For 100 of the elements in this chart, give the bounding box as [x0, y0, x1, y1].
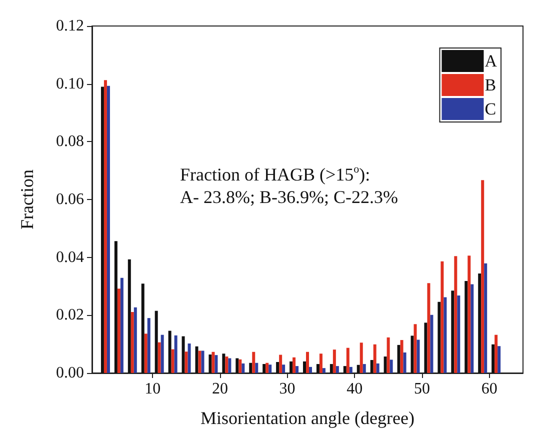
bar	[427, 283, 430, 373]
bar	[184, 352, 188, 373]
bar	[440, 261, 444, 373]
bar	[494, 334, 498, 373]
bar	[416, 340, 420, 373]
bar	[214, 355, 218, 373]
bar	[373, 344, 376, 373]
bar	[468, 256, 471, 373]
bar	[296, 366, 299, 373]
y-tick-label: 0.04	[56, 248, 84, 266]
bar	[464, 281, 468, 373]
bar	[128, 259, 131, 373]
bar	[158, 342, 161, 373]
y-tick-label: 0.08	[56, 133, 84, 150]
bar	[238, 359, 242, 373]
bar	[201, 350, 204, 373]
bar	[171, 349, 174, 373]
x-tick-label: 20	[212, 380, 228, 398]
bar	[242, 363, 245, 373]
bar	[134, 307, 137, 373]
bar	[384, 356, 387, 373]
bar	[397, 344, 400, 373]
bar	[484, 263, 488, 373]
x-tick-label: 30	[279, 380, 296, 398]
bar	[266, 362, 269, 373]
bar	[332, 350, 336, 373]
bar	[424, 322, 428, 373]
bar	[319, 354, 322, 373]
bar	[370, 360, 374, 373]
bar	[376, 363, 380, 373]
legend-label: B	[484, 76, 496, 94]
bar	[147, 318, 150, 373]
bar	[438, 302, 441, 373]
y-tick-label: 0.10	[56, 75, 84, 92]
bar	[160, 334, 164, 373]
y-tick-label: 0.00	[56, 364, 84, 382]
bar	[444, 297, 447, 373]
bar	[255, 362, 258, 373]
bar	[360, 342, 363, 373]
bar	[141, 284, 144, 373]
y-axis-title: Fraction	[17, 170, 37, 230]
bar	[349, 366, 352, 373]
bar	[154, 310, 158, 373]
annotation: A- 23.8%; B-36.9%; C-22.3%	[180, 187, 398, 207]
bar	[292, 357, 296, 373]
bar	[481, 180, 484, 373]
bar	[386, 337, 390, 373]
x-tick-label: 60	[481, 380, 498, 398]
bar	[322, 368, 326, 373]
bar	[346, 348, 350, 373]
bar	[106, 86, 110, 373]
bar	[120, 278, 124, 373]
bar	[144, 334, 148, 373]
bar	[457, 296, 460, 373]
bar	[400, 340, 404, 373]
bar	[498, 346, 501, 373]
bar	[182, 336, 185, 373]
bar	[306, 352, 309, 373]
bar	[343, 366, 346, 373]
bar	[470, 284, 474, 373]
bar	[303, 361, 306, 373]
y-tick-label: 0.02	[56, 306, 84, 324]
x-tick-label: 40	[346, 380, 363, 398]
legend-label: A	[484, 52, 498, 70]
y-tick-label: 0.06	[56, 191, 84, 208]
bar	[130, 312, 134, 373]
bar	[249, 362, 252, 373]
bar	[212, 352, 215, 373]
bar	[262, 364, 266, 373]
bar	[174, 335, 178, 373]
bar	[290, 361, 293, 373]
bar	[336, 366, 339, 373]
bar	[222, 354, 226, 373]
bar	[268, 364, 272, 373]
bar	[225, 356, 228, 373]
bar	[188, 344, 191, 373]
bar	[430, 314, 434, 373]
bar	[451, 290, 454, 373]
bar	[478, 274, 482, 373]
x-tick-label: 10	[144, 380, 161, 398]
x-tick-label: 50	[414, 380, 430, 398]
bar	[316, 364, 320, 373]
bar	[309, 366, 312, 373]
bar	[390, 360, 393, 373]
bar	[356, 364, 360, 373]
bar	[454, 256, 458, 373]
bar	[114, 241, 118, 373]
bar	[330, 364, 333, 373]
bar	[252, 352, 256, 373]
bar	[414, 324, 417, 373]
bar	[168, 330, 172, 373]
bar	[104, 80, 107, 373]
bar	[276, 362, 280, 373]
legend-label: C	[484, 100, 496, 118]
bar	[403, 352, 406, 373]
bar	[228, 358, 232, 373]
bar	[492, 344, 495, 373]
bar	[362, 364, 366, 373]
bar	[282, 364, 286, 373]
bar	[279, 354, 282, 373]
